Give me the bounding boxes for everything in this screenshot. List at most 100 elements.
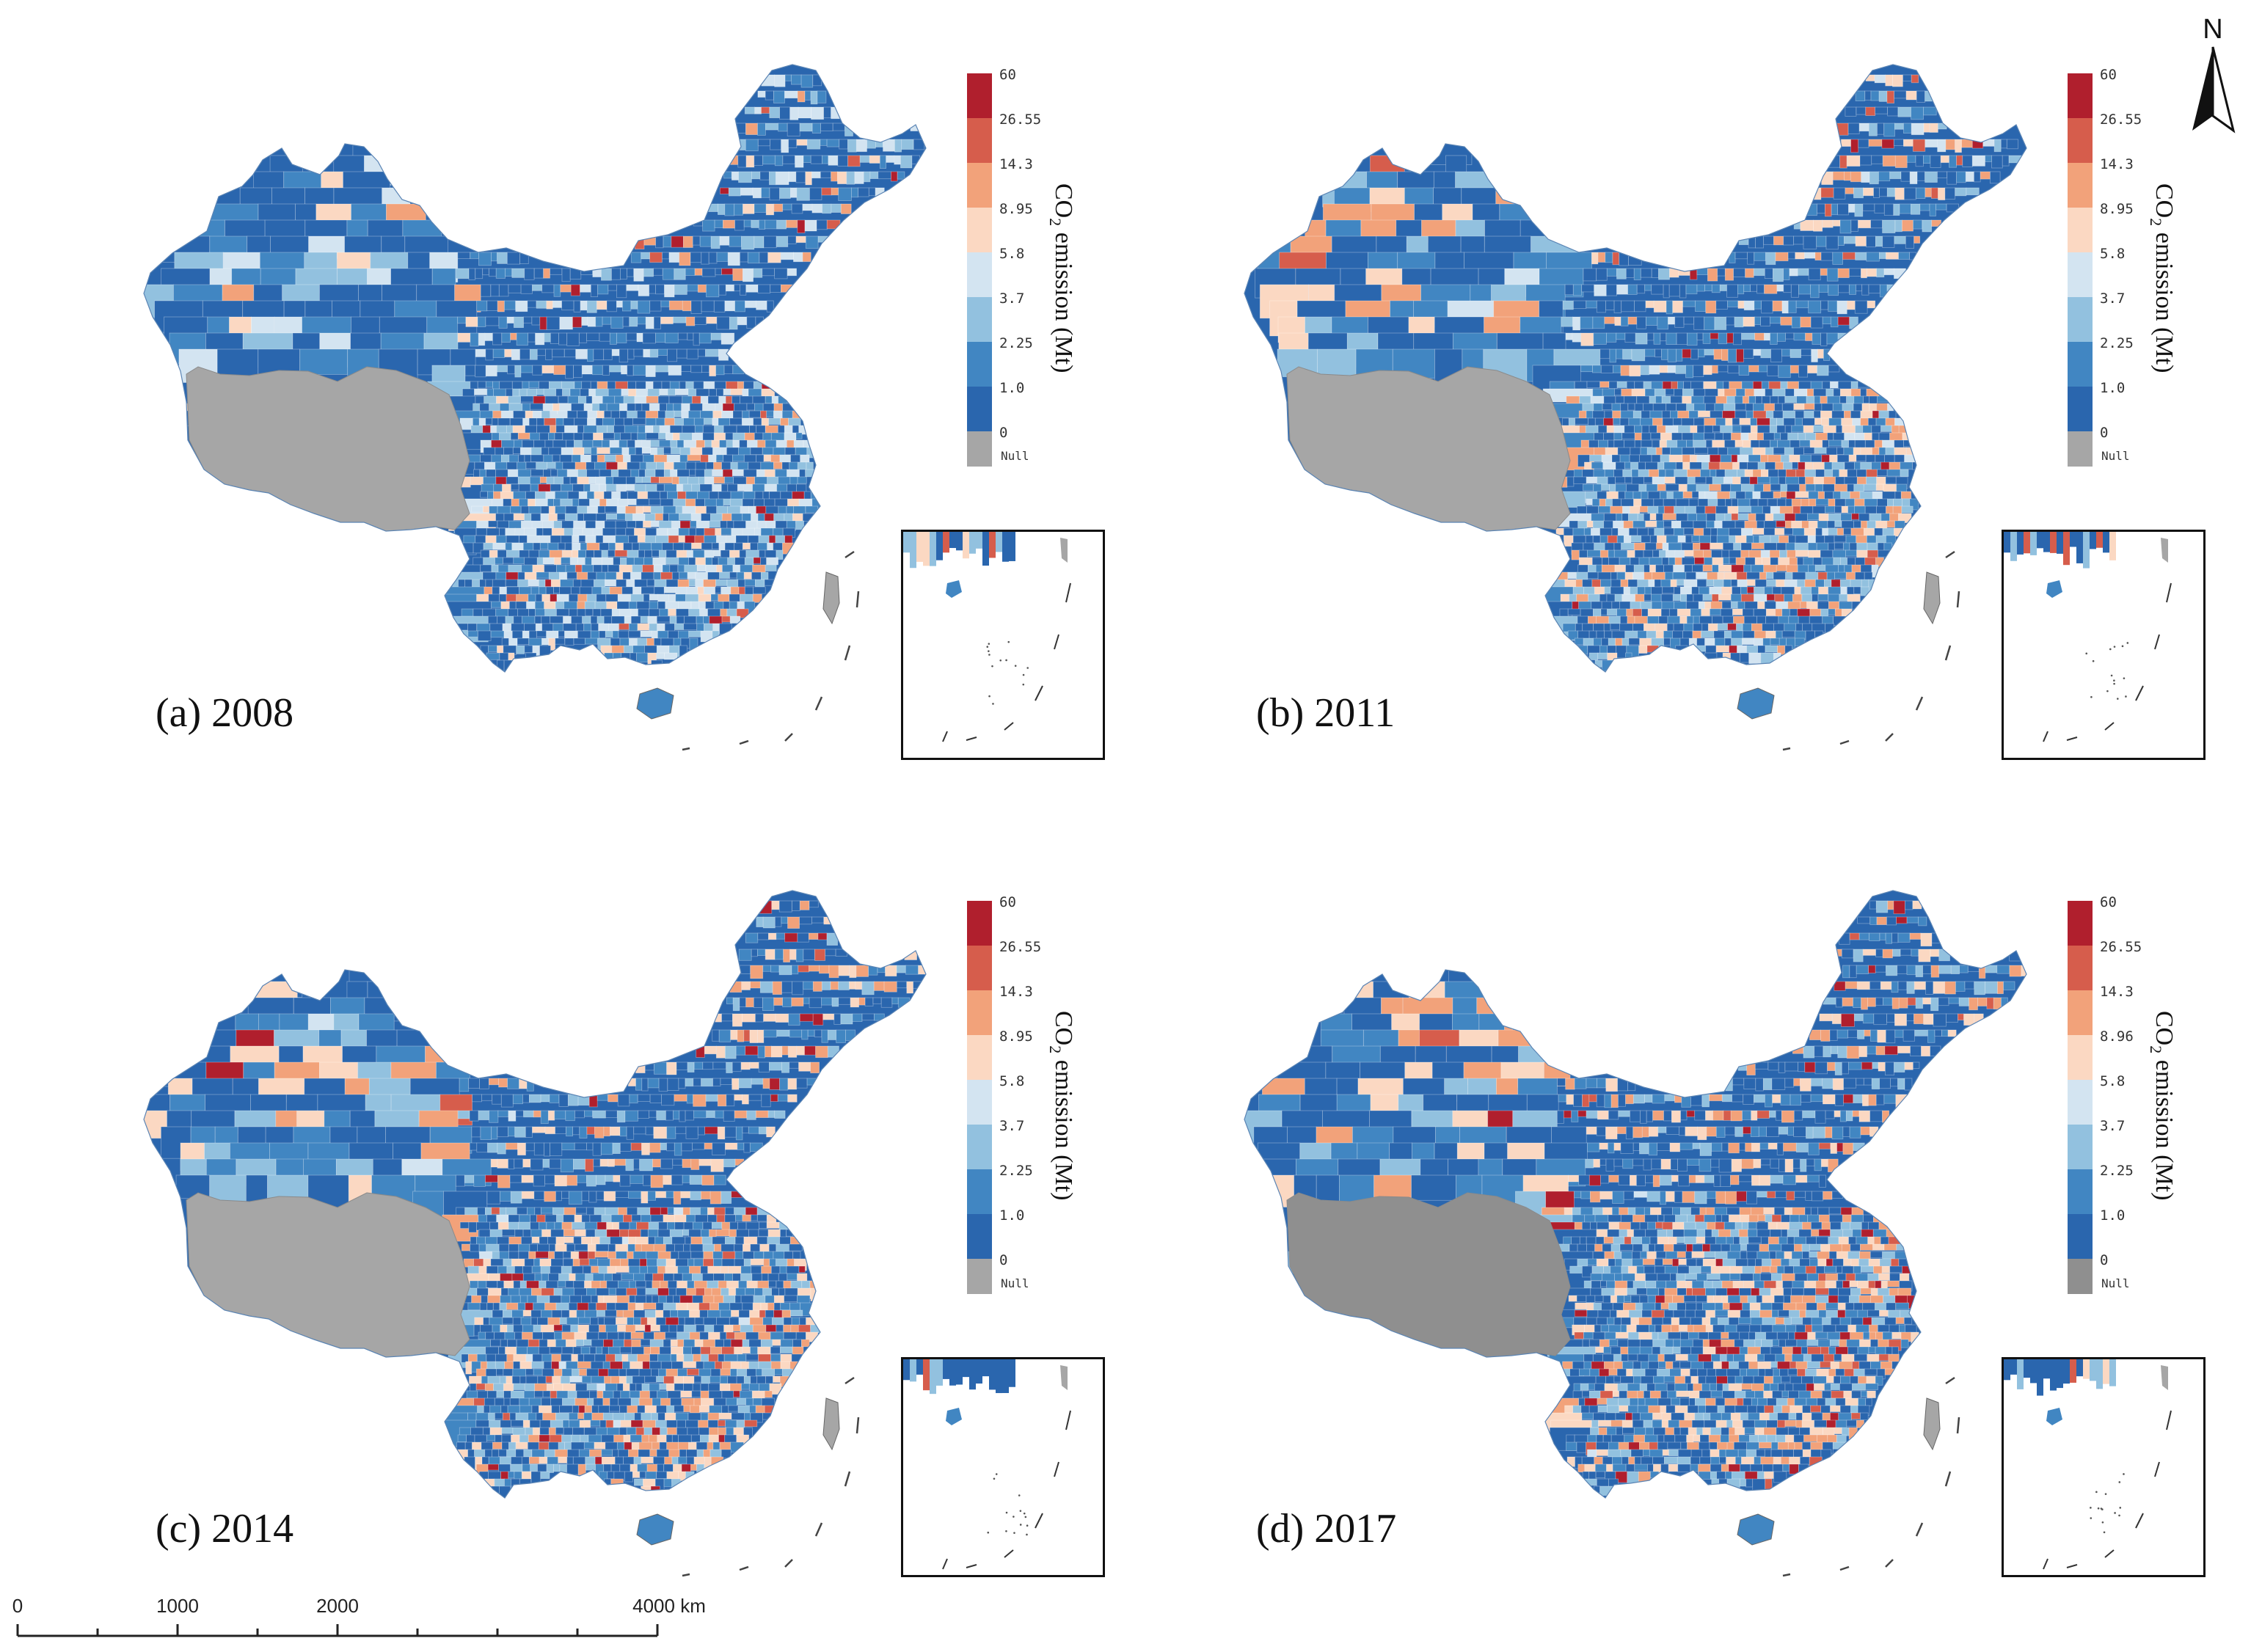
- county-cell: [1777, 332, 1786, 342]
- county-cell: [1608, 637, 1616, 646]
- county-cell: [595, 535, 604, 544]
- county-cell: [520, 284, 533, 294]
- county-cell: [635, 439, 643, 448]
- county-cell: [590, 615, 598, 625]
- county-cell: [483, 542, 494, 550]
- county-cell: [1663, 505, 1674, 514]
- county-cell: [1756, 284, 1765, 294]
- county-cell: [657, 1265, 666, 1275]
- county-cell: [1773, 432, 1781, 440]
- legend-swatch: [967, 387, 992, 431]
- county-cell: [1911, 203, 1921, 215]
- county-cell: [674, 268, 686, 280]
- county-cell: [750, 965, 764, 979]
- county-cell: [1752, 491, 1761, 500]
- county-cell: [597, 505, 605, 513]
- county-cell: [831, 997, 839, 1007]
- county-cell: [605, 1110, 618, 1119]
- county-cell: [1656, 542, 1663, 549]
- county-cell: [1599, 348, 1610, 359]
- county-cell: [1868, 284, 1880, 294]
- county-cell: [1839, 395, 1847, 404]
- county-cell: [701, 300, 715, 313]
- county-cell: [789, 1243, 803, 1251]
- county-cell: [621, 1273, 634, 1280]
- county-cell: [712, 1251, 723, 1260]
- county-cell: [1702, 593, 1712, 601]
- county-cell: [1765, 252, 1776, 266]
- county-cell: [798, 965, 809, 973]
- county-cell: [498, 316, 508, 329]
- county-cell: [1893, 203, 1900, 216]
- county-cell: [1789, 454, 1801, 463]
- county-cell: [821, 1029, 828, 1043]
- county-cell: [710, 332, 722, 340]
- county-cell: [496, 1368, 504, 1376]
- county-cell: [665, 557, 679, 565]
- county-cell: [1783, 284, 1792, 293]
- legend-tick-label: 1.0: [2100, 380, 2126, 396]
- county-cell: [536, 630, 547, 637]
- county-cell: [1649, 395, 1656, 404]
- county-cell: [1820, 332, 1828, 346]
- county-cell: [566, 439, 574, 448]
- county-cell: [644, 1324, 652, 1333]
- county-cell: [542, 1158, 550, 1168]
- county-cell: [485, 417, 493, 425]
- county-cell: [463, 1258, 475, 1268]
- county-cell: [611, 348, 620, 357]
- county-cell: [724, 203, 735, 216]
- county-cell: [1824, 469, 1834, 478]
- county-cell: [1742, 630, 1755, 638]
- county-cell: [1860, 388, 1867, 397]
- county-cell: [506, 549, 520, 558]
- county-cell: [696, 439, 705, 449]
- county-cell: [664, 417, 675, 426]
- county-cell: [1648, 469, 1660, 478]
- boundary-dash: [1915, 696, 1924, 711]
- county-cell: [514, 365, 522, 378]
- county-cell: [1900, 491, 1912, 500]
- legend-tick-label: 0: [2100, 425, 2109, 441]
- county-cell: [721, 268, 734, 275]
- county-cell: [1679, 284, 1687, 299]
- county-cell: [762, 1368, 775, 1377]
- county-cell: [1711, 365, 1718, 374]
- county-cell: [777, 425, 785, 434]
- county-cell: [787, 123, 800, 136]
- county-cell: [1847, 300, 1856, 310]
- county-cell: [630, 1174, 644, 1184]
- county-cell: [708, 1390, 723, 1400]
- county-cell: [592, 439, 603, 447]
- county-cell: [1775, 630, 1783, 640]
- county-cell: [717, 1126, 726, 1140]
- county-cell: [1683, 316, 1695, 325]
- county-cell: [1666, 332, 1677, 346]
- county-cell: [641, 586, 655, 594]
- county-cell: [654, 1331, 666, 1341]
- county-cell: [1993, 139, 2002, 153]
- county-cell: [682, 1229, 690, 1236]
- county-cell: [506, 476, 519, 485]
- county-cell: [659, 549, 667, 559]
- county-cell: [643, 1174, 652, 1186]
- inset-island-dot: [1005, 659, 1007, 662]
- county-cell: [1583, 268, 1597, 282]
- county-cell: [1681, 557, 1695, 566]
- county-cell: [558, 395, 569, 403]
- county-cell: [699, 1331, 709, 1341]
- county-cell: [873, 981, 885, 991]
- county-cell: [552, 454, 561, 462]
- county-cell: [630, 608, 638, 617]
- county-cell: [1828, 527, 1838, 536]
- county-cell: [762, 1078, 770, 1089]
- county-cell: [730, 1029, 738, 1040]
- county-cell: [485, 1331, 495, 1340]
- county-cell: [1726, 316, 1735, 326]
- county-cell: [728, 187, 741, 197]
- county-cell: [768, 1243, 777, 1252]
- county-cell: [790, 1309, 803, 1317]
- county-cell: [1760, 652, 1774, 665]
- county-cell: [568, 1191, 583, 1205]
- county-cell: [1991, 155, 2003, 169]
